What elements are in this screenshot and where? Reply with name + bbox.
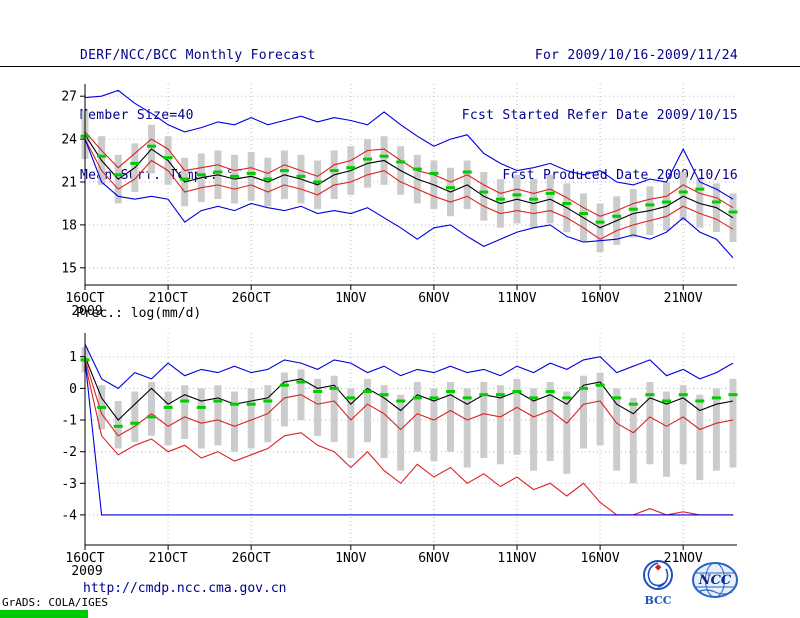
chart-title: DERF/NCC/BCC Monthly Forecast [80,48,316,63]
svg-text:1NOV: 1NOV [335,291,366,306]
svg-text:21OCT: 21OCT [149,551,188,566]
svg-text:2009: 2009 [71,564,102,579]
svg-text:-4: -4 [61,508,77,523]
svg-text:15: 15 [61,261,77,276]
svg-text:26OCT: 26OCT [232,291,271,306]
surface-temperature-panel: 15 18 21 24 27 16OCT 21OCT 26OCT 1NOV 6NOV 11NOV 16… [61,84,738,319]
ncc-logo: NCC [692,562,738,598]
member-size-label: Member Size=40 [80,108,194,123]
svg-text:16NOV: 16NOV [581,291,620,306]
bcc-logo-label: BCC [644,594,671,607]
svg-text:21NOV: 21NOV [664,551,703,566]
header-right: For 2009/10/16-2009/11/24 Fcst Started R… [462,6,738,226]
svg-text:24: 24 [61,133,77,148]
footer-logos: BCC NCC [643,560,738,607]
svg-text:-3: -3 [61,477,77,492]
svg-text:-2: -2 [61,445,77,460]
svg-text:21: 21 [61,176,77,191]
svg-text:-1: -1 [61,414,77,429]
produced-date-label: Fcst Produced Date 2009/10/16 [502,168,738,183]
svg-text:16NOV: 16NOV [581,551,620,566]
precip-panel-title: Prec.: log(mm/d) [76,306,202,321]
svg-text:21NOV: 21NOV [664,291,703,306]
svg-text:1NOV: 1NOV [335,551,366,566]
grads-green-stamp [0,610,88,618]
svg-text:6NOV: 6NOV [418,291,449,306]
svg-text:2009: 2009 [71,304,102,319]
svg-text:0: 0 [69,382,77,397]
svg-text:16OCT: 16OCT [65,291,104,306]
svg-text:16OCT: 16OCT [65,551,104,566]
svg-text:6NOV: 6NOV [418,551,449,566]
svg-text:11NOV: 11NOV [497,551,536,566]
header-divider-line [0,66,800,67]
svg-text:1: 1 [69,350,77,365]
precipitation-panel: -4 -3 -2 -1 0 1 16OCT 21OCT 26OCT 1NOV 6NOV 11NOV 16… [61,333,738,579]
forecast-range-label: For 2009/10/16-2009/11/24 [534,48,738,63]
bcc-logo: BCC [643,560,673,607]
refer-date-label: Fcst Started Refer Date 2009/10/15 [461,108,738,123]
svg-text:21OCT: 21OCT [149,291,188,306]
ncc-logo-label: NCC [698,573,732,588]
svg-text:26OCT: 26OCT [232,551,271,566]
grads-credit-text: GrADS: COLA/IGES [2,596,108,609]
website-url-text: http://cmdp.ncc.cma.gov.cn [83,581,287,596]
svg-text:11NOV: 11NOV [497,291,536,306]
svg-text:18: 18 [61,218,77,233]
svg-text:27: 27 [61,90,77,105]
